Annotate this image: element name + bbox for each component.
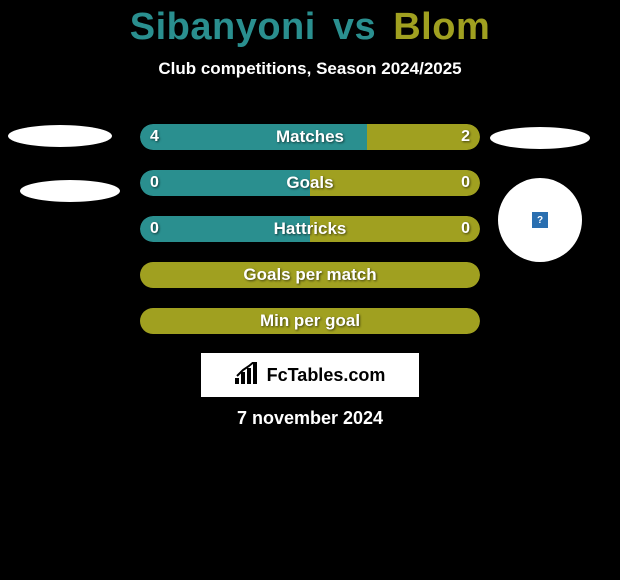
bar-value-right: 2 bbox=[461, 124, 470, 150]
bar-row-matches: Matches4 2 bbox=[140, 124, 480, 150]
brand-text: FcTables.com bbox=[267, 365, 386, 386]
player-photo-placeholder: ? bbox=[498, 178, 582, 262]
title-player2: Blom bbox=[393, 6, 490, 48]
date-text: 7 november 2024 bbox=[0, 408, 620, 429]
bar-row-hattricks: Hattricks0 0 bbox=[140, 216, 480, 242]
bar-value-left: 0 bbox=[150, 216, 159, 242]
bar-label: Matches bbox=[140, 124, 480, 150]
left-ellipse-2 bbox=[20, 180, 120, 202]
bar-value-right: 0 bbox=[461, 170, 470, 196]
bar-value-right: 0 bbox=[461, 216, 470, 242]
comparison-chart: Matches42Goals00Hattricks00Goals per mat… bbox=[140, 124, 480, 354]
bar-value-left: 0 bbox=[150, 170, 159, 196]
bar-row-goals-per-match: Goals per match bbox=[140, 262, 480, 288]
bar-row-min-per-goal: Min per goal bbox=[140, 308, 480, 334]
left-ellipse-1 bbox=[8, 125, 112, 147]
right-ellipse-1 bbox=[490, 127, 590, 149]
title-vs: vs bbox=[333, 6, 376, 48]
subtitle: Club competitions, Season 2024/2025 bbox=[0, 59, 620, 79]
bar-value-left: 4 bbox=[150, 124, 159, 150]
title-player1: Sibanyoni bbox=[130, 6, 316, 48]
bar-label: Goals bbox=[140, 170, 480, 196]
bar-label: Goals per match bbox=[140, 262, 480, 288]
broken-image-icon: ? bbox=[532, 212, 548, 228]
fctables-logo-icon bbox=[235, 362, 261, 389]
brand-box: FcTables.com bbox=[201, 353, 419, 397]
bar-row-goals: Goals0 0 bbox=[140, 170, 480, 196]
bar-label: Hattricks bbox=[140, 216, 480, 242]
bar-label: Min per goal bbox=[140, 308, 480, 334]
page-title: Sibanyoni vs Blom bbox=[0, 0, 620, 49]
